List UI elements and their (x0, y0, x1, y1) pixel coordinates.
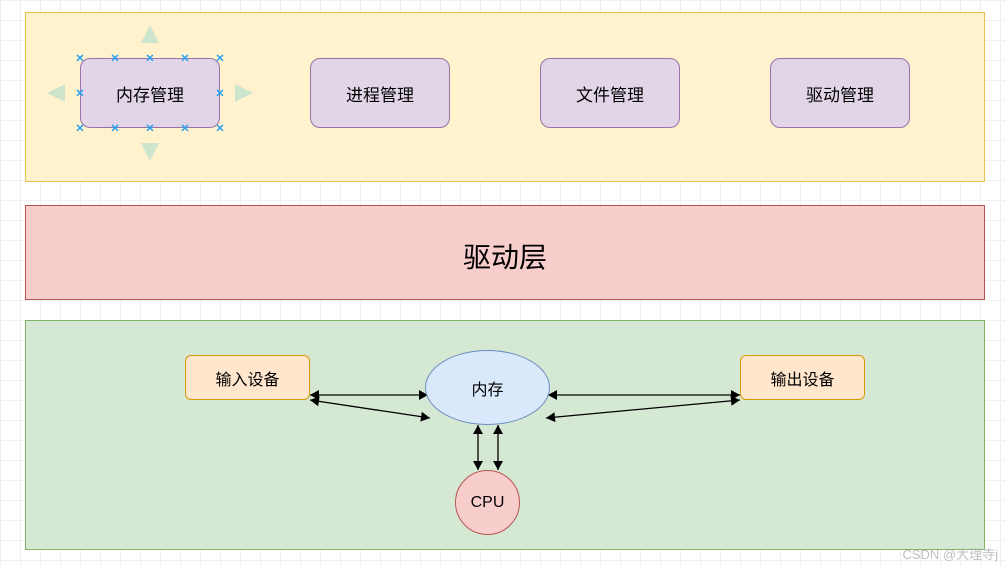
input-node[interactable]: 输入设备 (185, 355, 310, 400)
driver-layer-title: 驱动层 (26, 236, 984, 276)
selection-handle[interactable]: × (146, 54, 155, 63)
file-management-box[interactable]: 文件管理 (540, 58, 680, 128)
cpu-node[interactable]: CPU (455, 470, 520, 535)
memory-node[interactable]: 内存 (425, 350, 550, 425)
selection-handle[interactable]: × (76, 89, 85, 98)
selection-handle[interactable]: × (181, 124, 190, 133)
selection-handle[interactable]: × (216, 124, 225, 133)
proc-management-box[interactable]: 进程管理 (310, 58, 450, 128)
driver-layer: 驱动层 (25, 205, 985, 300)
selection-handle[interactable]: × (76, 124, 85, 133)
move-arrow-down-icon[interactable] (141, 143, 159, 161)
drv-management-box[interactable]: 驱动管理 (770, 58, 910, 128)
selection-handle[interactable]: × (216, 89, 225, 98)
watermark: CSDN @大理寺j (902, 544, 998, 563)
selection-handle[interactable]: × (216, 54, 225, 63)
selection-handle[interactable]: × (111, 124, 120, 133)
selection-handle[interactable]: × (111, 54, 120, 63)
selection-handle[interactable]: × (76, 54, 85, 63)
move-arrow-left-icon[interactable] (47, 84, 65, 102)
move-arrow-right-icon[interactable] (235, 84, 253, 102)
selection-handle[interactable]: × (181, 54, 190, 63)
move-arrow-up-icon[interactable] (141, 25, 159, 43)
mem-management-box[interactable]: 内存管理 (80, 58, 220, 128)
output-node[interactable]: 输出设备 (740, 355, 865, 400)
selection-handle[interactable]: × (146, 124, 155, 133)
